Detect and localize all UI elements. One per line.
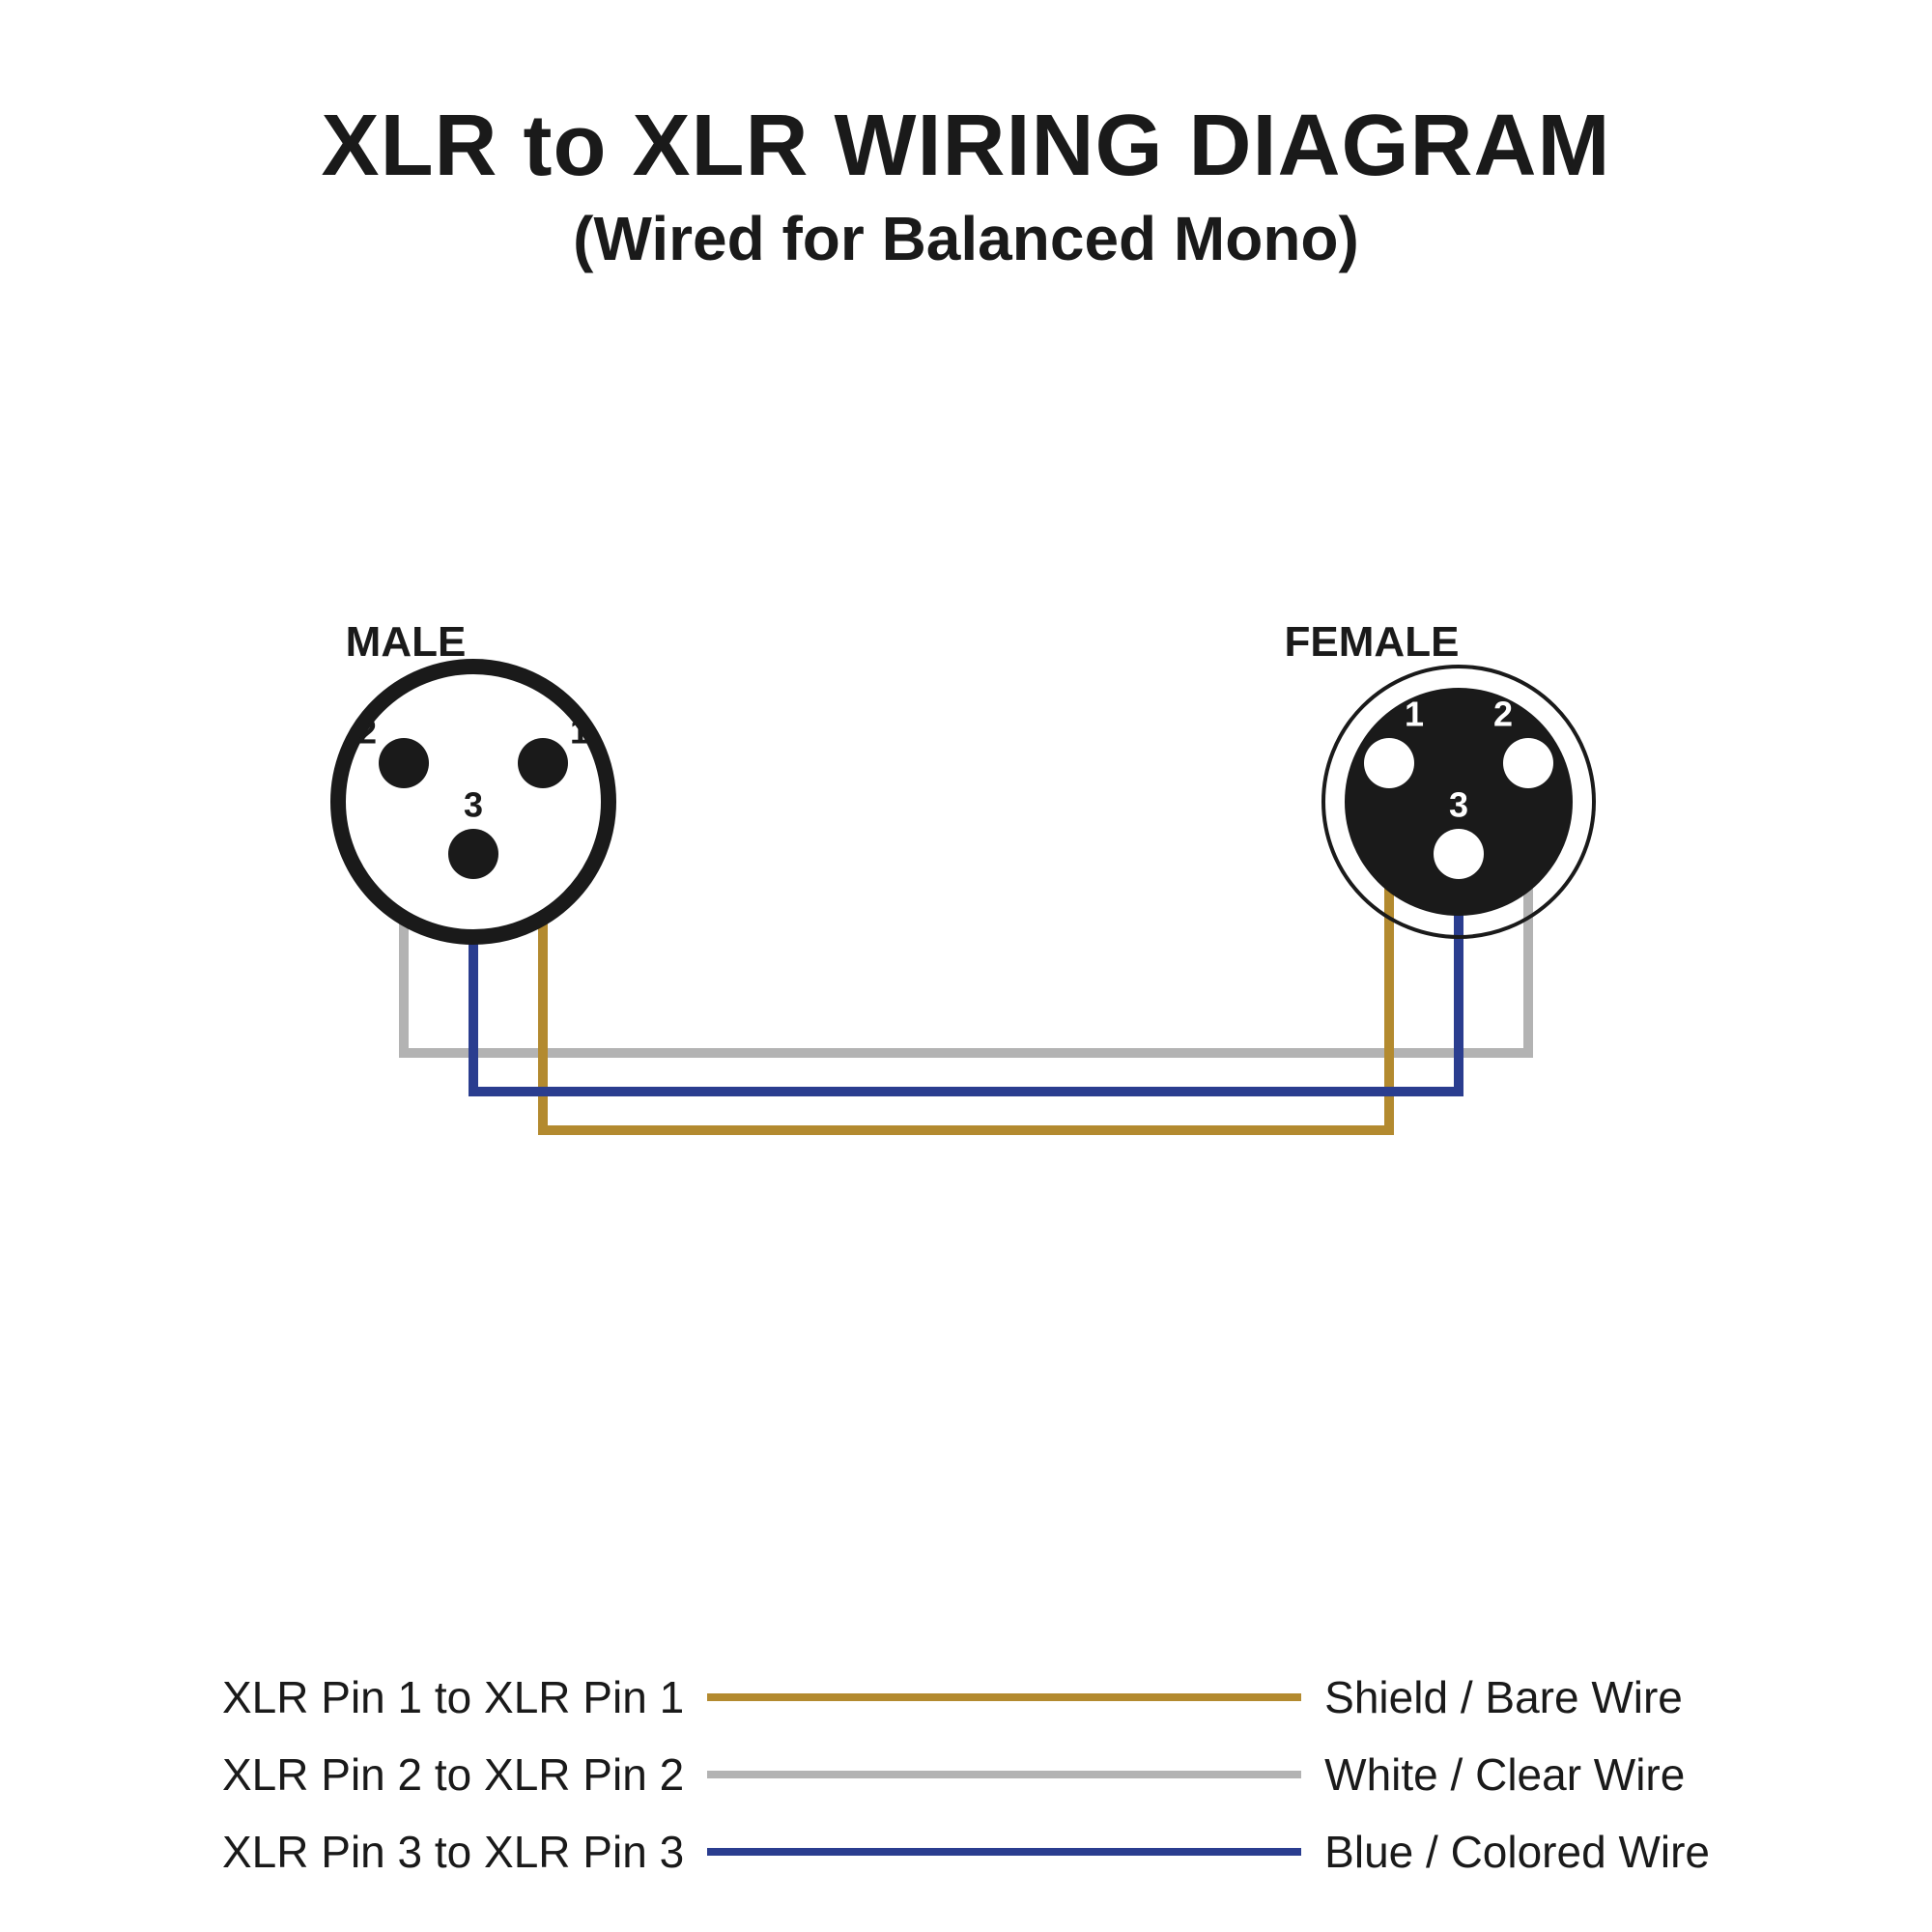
legend-row-2-right: Blue / Colored Wire — [1324, 1826, 1710, 1878]
pin1-gold-wire — [543, 763, 1389, 1130]
female-connector-label: FEMALE — [1275, 618, 1468, 667]
male-connector-pin-2-label: 2 — [357, 712, 377, 752]
legend-row-0-left: XLR Pin 1 to XLR Pin 1 — [222, 1671, 684, 1723]
male-connector-pin-1-label: 1 — [570, 712, 589, 752]
female-connector: 1 2 3 — [1323, 667, 1594, 937]
legend-row-2-left: XLR Pin 3 to XLR Pin 3 — [222, 1826, 684, 1878]
male-connector: 1 2 3 — [338, 667, 609, 937]
legend-row-1-left: XLR Pin 2 to XLR Pin 2 — [222, 1748, 684, 1801]
legend: XLR Pin 1 to XLR Pin 1 Shield / Bare Wire… — [222, 1671, 1710, 1878]
female-connector-pin-3-label: 3 — [1449, 785, 1468, 825]
female-connector-pin-1-label: 1 — [1405, 695, 1424, 734]
legend-row-0-right: Shield / Bare Wire — [1324, 1671, 1710, 1723]
legend-row-1-right: White / Clear Wire — [1324, 1748, 1710, 1801]
male-connector-pin-3-label: 3 — [464, 785, 483, 825]
legend-row-1-line — [707, 1771, 1301, 1778]
page: XLR to XLR WIRING DIAGRAM (Wired for Bal… — [0, 0, 1932, 1932]
legend-row-0-line — [707, 1693, 1301, 1701]
female-connector-pin-2-label: 2 — [1493, 695, 1513, 734]
legend-row-2-line — [707, 1848, 1301, 1856]
wiring-diagram: 1 2 3 1 2 3 — [0, 0, 1932, 1352]
male-connector-label: MALE — [309, 618, 502, 667]
